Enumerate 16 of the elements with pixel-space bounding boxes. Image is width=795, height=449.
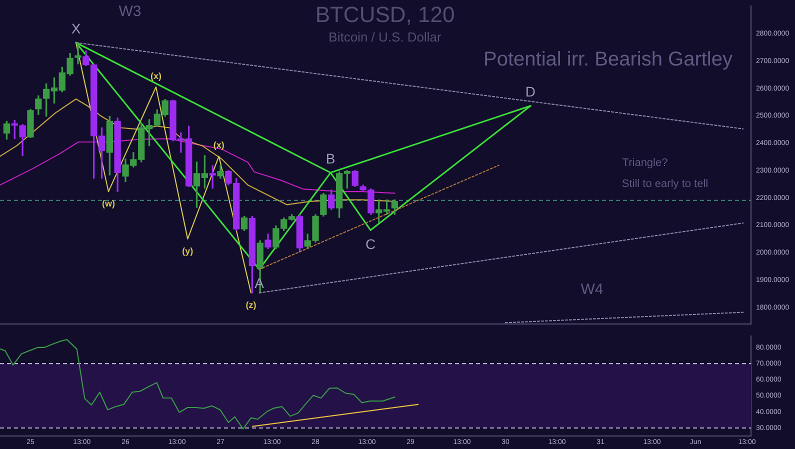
annotation: W3 (118, 3, 142, 20)
annotation: Potential irr. Bearish Gartley (484, 48, 732, 71)
annotation: B (326, 150, 336, 167)
chart-title: BTCUSD, 120 (315, 2, 455, 28)
annotation: (z) (246, 300, 256, 310)
annotation: (w) (102, 198, 115, 209)
annotation: C (365, 236, 376, 252)
annotation: W4 (580, 281, 604, 298)
annotation: D (525, 84, 536, 100)
annotation: Triangle? (622, 157, 668, 170)
annotation: (y) (182, 246, 194, 256)
annotation: (x) (213, 140, 224, 150)
annotation: Still to early to tell (622, 178, 708, 190)
annotation: (x) (150, 70, 162, 81)
annotation: X (71, 20, 82, 36)
text: Bitcoin / U.S. Dollar (328, 30, 442, 45)
